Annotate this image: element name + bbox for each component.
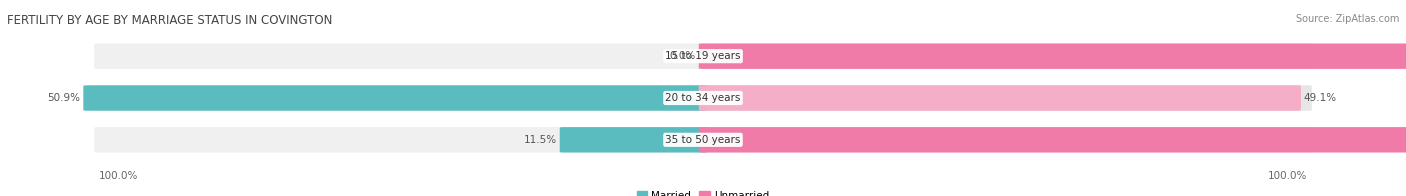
Text: FERTILITY BY AGE BY MARRIAGE STATUS IN COVINGTON: FERTILITY BY AGE BY MARRIAGE STATUS IN C… [7,14,332,27]
Text: 100.0%: 100.0% [1268,171,1308,181]
Text: 11.5%: 11.5% [524,135,557,145]
Text: 35 to 50 years: 35 to 50 years [665,135,741,145]
Text: 15 to 19 years: 15 to 19 years [665,51,741,61]
FancyBboxPatch shape [699,127,1406,152]
Text: 0.0%: 0.0% [669,51,696,61]
Legend: Married, Unmarried: Married, Unmarried [637,191,769,196]
Text: 50.9%: 50.9% [48,93,80,103]
Text: Source: ZipAtlas.com: Source: ZipAtlas.com [1295,14,1399,24]
FancyBboxPatch shape [560,127,707,152]
FancyBboxPatch shape [94,85,1312,111]
FancyBboxPatch shape [699,85,1301,111]
FancyBboxPatch shape [83,85,707,111]
FancyBboxPatch shape [94,127,1312,152]
FancyBboxPatch shape [699,44,1406,69]
Text: 20 to 34 years: 20 to 34 years [665,93,741,103]
Text: 100.0%: 100.0% [98,171,138,181]
Text: 49.1%: 49.1% [1303,93,1337,103]
FancyBboxPatch shape [94,44,1312,69]
